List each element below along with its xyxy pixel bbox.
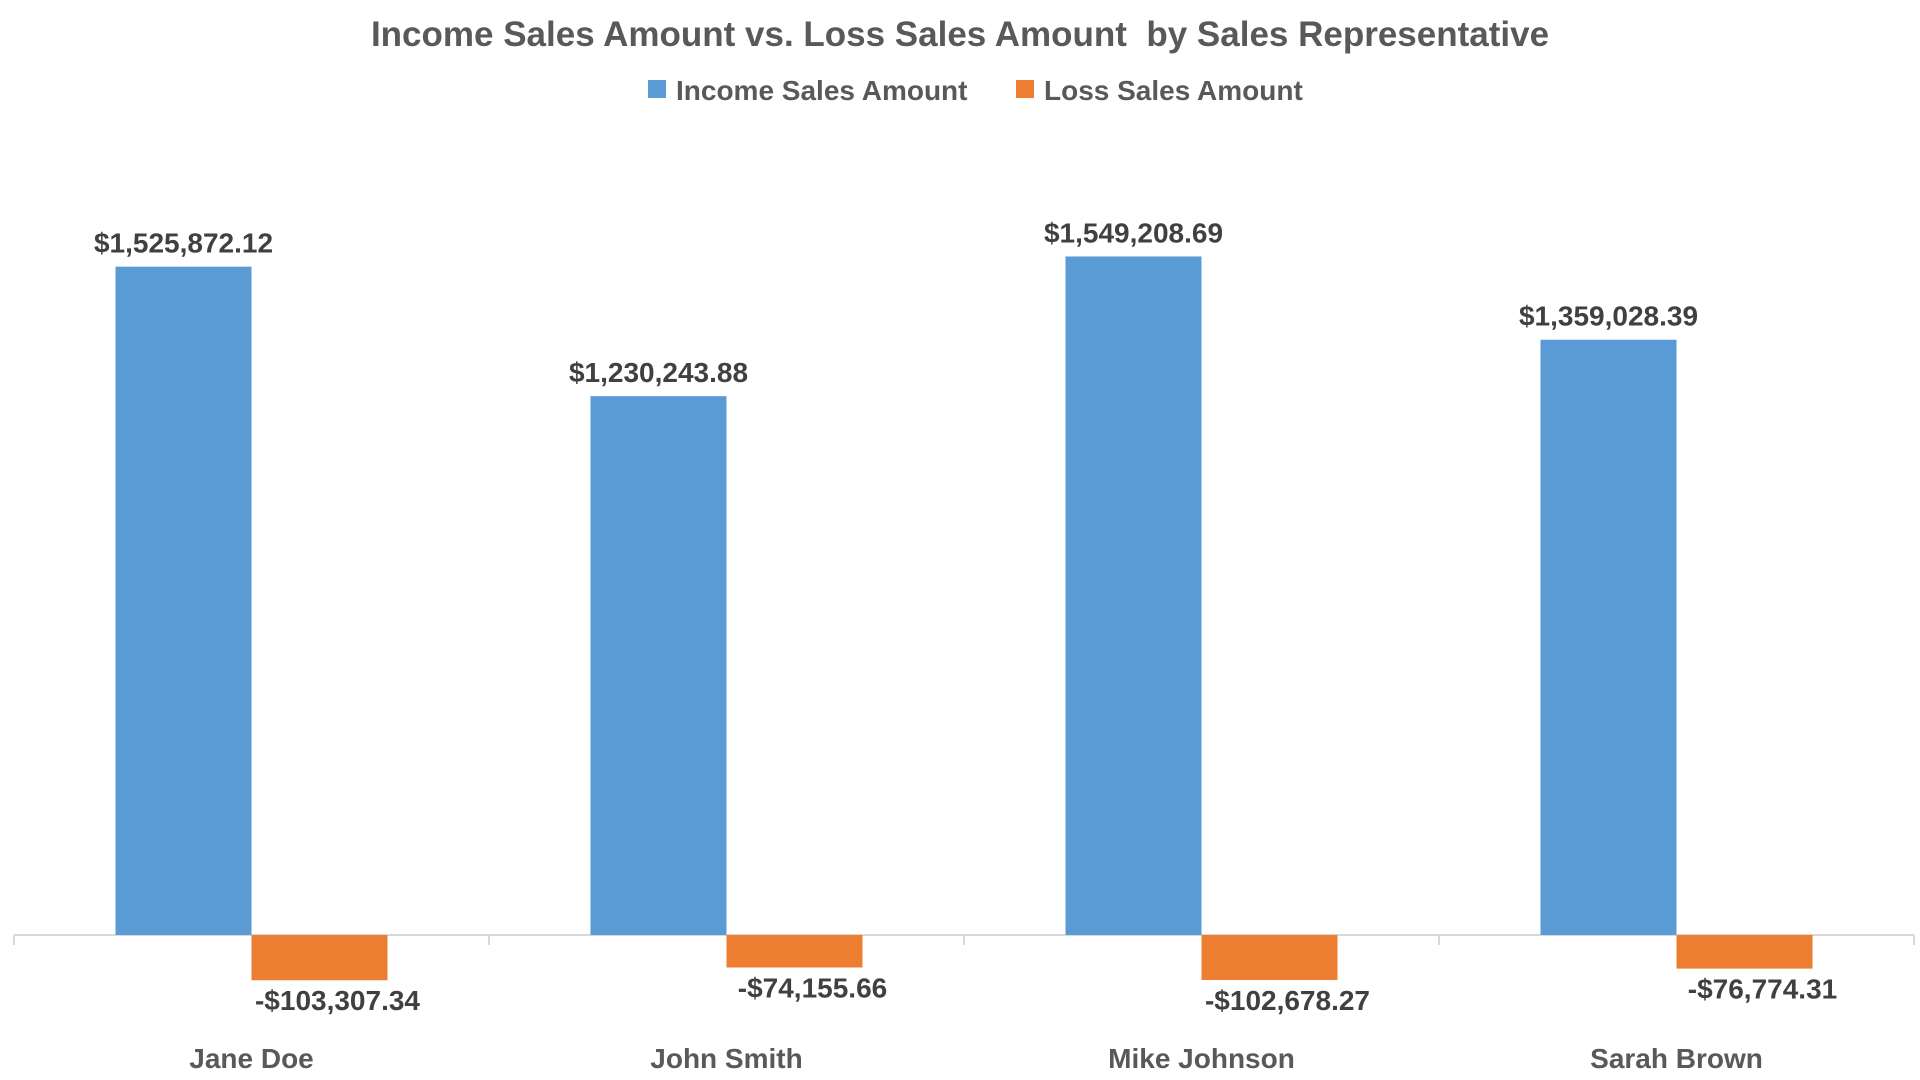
bar-income [1540,339,1677,935]
plot-area: $1,525,872.12 -$103,307.34 Jane Doe $1,230,… [13,217,1915,1074]
data-label-income: $1,525,872.12 [94,228,273,259]
bar-income [1065,256,1202,935]
data-label-loss: -$103,307.34 [255,985,420,1016]
bar-loss [251,935,388,981]
data-label-income: $1,230,243.88 [569,357,748,388]
bar-income [590,396,727,935]
data-label-loss: -$74,155.66 [738,972,887,1003]
bar-loss [1676,935,1813,969]
x-tick-label: John Smith [650,1043,802,1074]
chart-title: Income Sales Amount vs. Loss Sales Amoun… [371,15,1549,54]
data-label-income: $1,549,208.69 [1044,217,1223,248]
data-label-income: $1,359,028.39 [1519,301,1698,332]
x-tick-label: Mike Johnson [1108,1043,1295,1074]
bar-loss [726,935,863,968]
legend: Income Sales Amount Loss Sales Amount [648,75,1303,106]
legend-swatch-income [648,80,666,98]
x-tick-label: Sarah Brown [1590,1043,1763,1074]
bar-loss [1201,935,1338,980]
legend-swatch-loss [1016,80,1034,98]
data-label-loss: -$76,774.31 [1688,974,1837,1005]
x-tick-label: Jane Doe [189,1043,314,1074]
data-label-loss: -$102,678.27 [1205,985,1370,1016]
legend-label-loss: Loss Sales Amount [1044,75,1303,106]
bar-income [115,266,252,936]
legend-label-income: Income Sales Amount [676,75,967,106]
